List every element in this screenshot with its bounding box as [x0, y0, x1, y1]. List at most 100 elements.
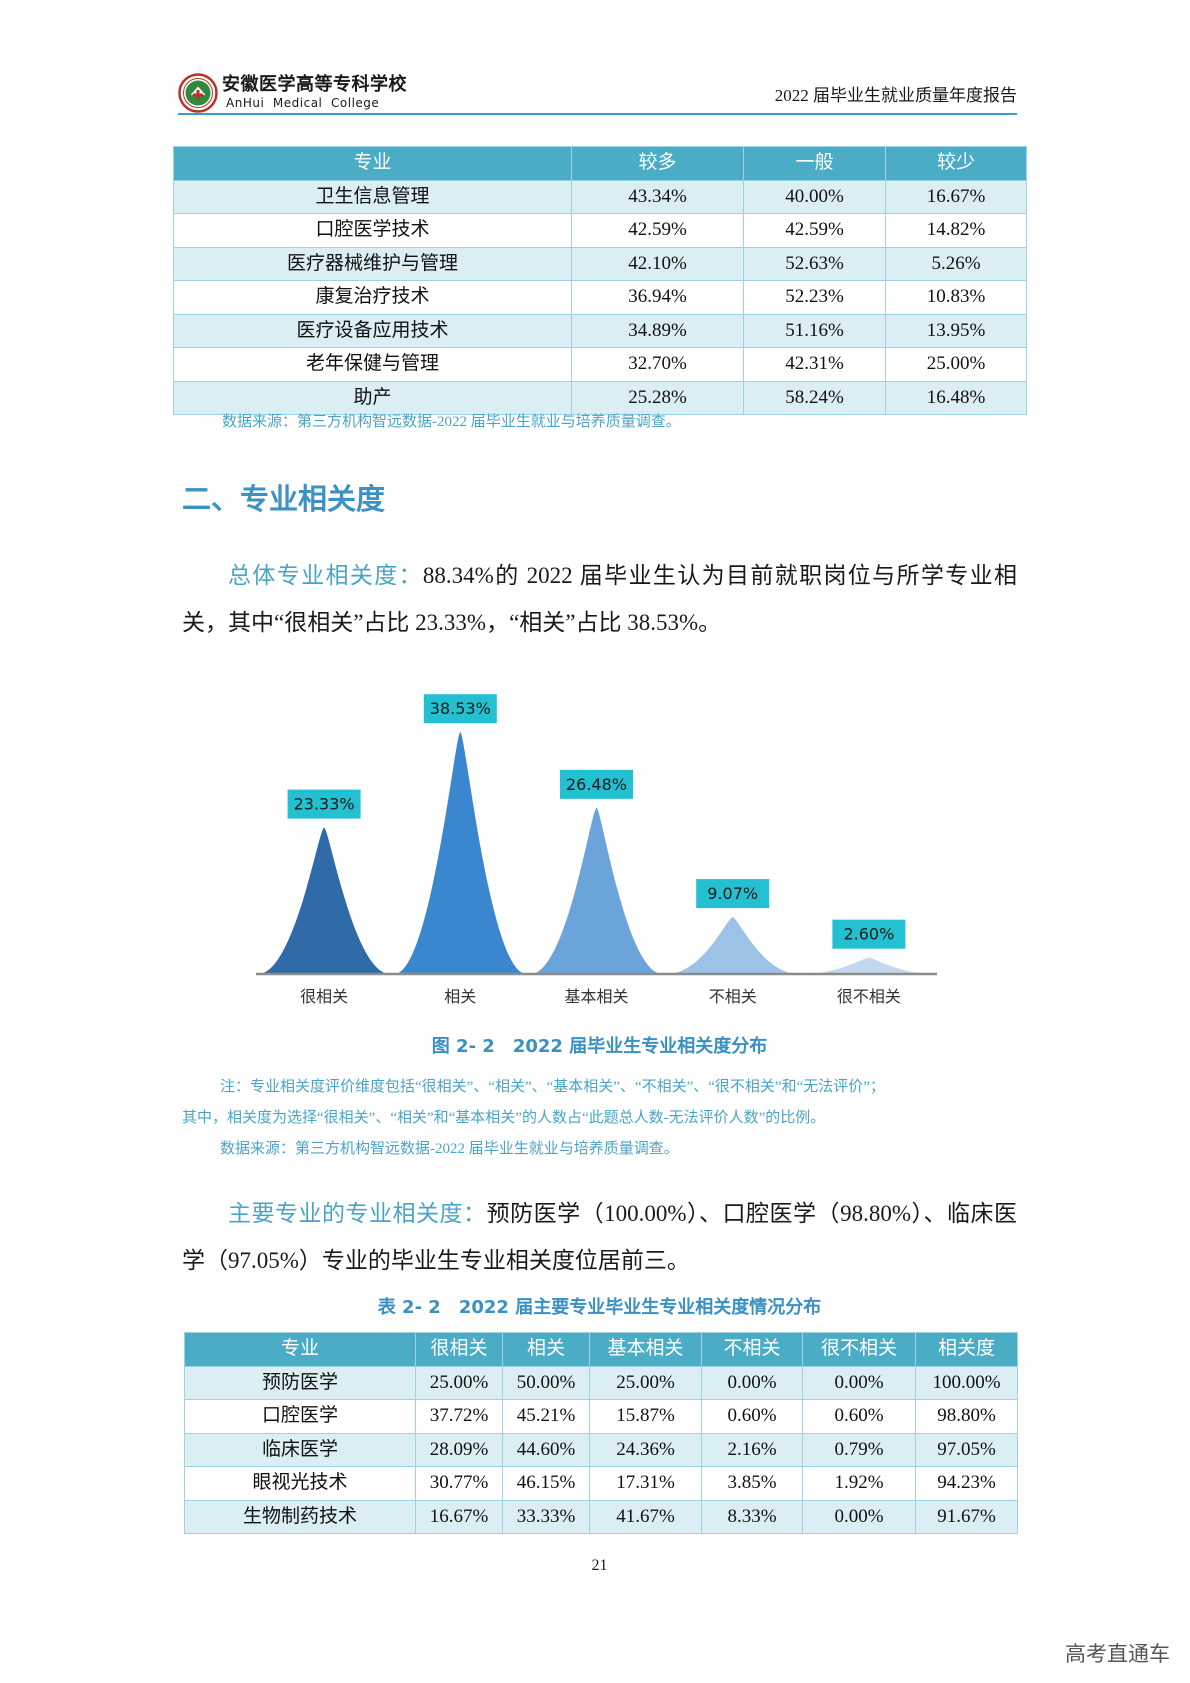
column-header: 一般: [743, 146, 886, 181]
table-caption: 表 2- 2 2022 届主要专业毕业生专业相关度情况分布: [182, 1296, 1017, 1320]
percentage-cell: 1.92%: [802, 1466, 916, 1501]
data-label: 23.33%: [294, 795, 355, 814]
percentage-cell: 91.67%: [915, 1499, 1018, 1534]
major-name-cell: 预防医学: [184, 1365, 416, 1400]
paragraph-text: 88.34%的 2022 届毕业生认为目前就职岗位与所学专业相关，其中“很相关”…: [182, 563, 1017, 635]
table-label: 表 2- 2: [377, 1297, 441, 1318]
percentage-cell: 42.10%: [571, 246, 744, 281]
percentage-cell: 5.26%: [885, 246, 1027, 281]
watermark: 高考直通车: [1065, 1642, 1170, 1666]
major-name-cell: 老年保健与管理: [173, 347, 572, 382]
paragraph-text: 预防医学（100.00%）、口腔医学（98.80%）、临床医学（97.05%）专…: [182, 1201, 1018, 1273]
percentage-cell: 37.72%: [415, 1399, 503, 1434]
major-name-cell: 卫生信息管理: [173, 179, 572, 214]
percentage-cell: 0.60%: [701, 1399, 803, 1434]
figure-note-line: 其中，相关度为选择“很相关”、“相关”和“基本相关”的人数占“此题总人数-无法评…: [182, 1110, 826, 1126]
percentage-cell: 16.48%: [885, 380, 1027, 415]
chart-peak-1: [258, 827, 391, 974]
chart-peak-2: [394, 732, 527, 974]
major-name-cell: 康复治疗技术: [173, 280, 572, 315]
data-label: 9.07%: [707, 884, 758, 903]
table-row: 卫生信息管理 43.34% 40.00% 16.67%: [173, 179, 1027, 214]
table-title: 2022 届主要专业毕业生专业相关度情况分布: [458, 1297, 822, 1318]
table-row: 老年保健与管理 32.70% 42.31% 25.00%: [173, 347, 1027, 382]
percentage-cell: 44.60%: [502, 1432, 590, 1467]
table-row: 临床医学 28.09% 44.60% 24.36% 2.16% 0.79% 97.05%: [184, 1432, 1018, 1467]
column-header: 较少: [885, 146, 1027, 181]
percentage-cell: 97.05%: [915, 1432, 1018, 1467]
percentage-cell: 24.36%: [589, 1432, 702, 1467]
figure-label: 图 2- 2: [431, 1036, 495, 1057]
percentage-cell: 15.87%: [589, 1399, 702, 1434]
percentage-cell: 42.59%: [743, 213, 886, 248]
percentage-cell: 42.31%: [743, 347, 886, 382]
percentage-cell: 25.00%: [885, 347, 1027, 382]
figure-caption: 图 2- 2 2022 届毕业生专业相关度分布: [182, 1035, 1017, 1059]
figure-title: 2022 届毕业生专业相关度分布: [512, 1036, 768, 1057]
report-title: 2022 届毕业生就业质量年度报告: [774, 86, 1017, 105]
percentage-cell: 98.80%: [915, 1399, 1018, 1434]
table-row: 口腔医学 37.72% 45.21% 15.87% 0.60% 0.60% 98.80%: [184, 1399, 1018, 1434]
school-name-english: AnHui Medical College: [226, 96, 380, 110]
data-label: 26.48%: [566, 775, 627, 794]
column-header: 专业: [184, 1332, 416, 1367]
data-label: 38.53%: [430, 699, 491, 718]
header-divider: [178, 113, 1017, 115]
school-logo: [178, 73, 218, 113]
section-heading: 二、专业相关度: [182, 482, 386, 516]
table-header-row: 专业 很相关 相关 基本相关 不相关 很不相关 相关度: [184, 1332, 1018, 1367]
major-evaluation-table: 专业 较多 一般 较少 卫生信息管理 43.34% 40.00% 16.67% 口腔医学技术 42…: [173, 146, 1027, 415]
page-number: 21: [591, 1557, 608, 1574]
data-label: 2.60%: [843, 925, 894, 944]
percentage-cell: 17.31%: [589, 1466, 702, 1501]
percentage-cell: 0.00%: [802, 1499, 916, 1534]
table-row: 医疗设备应用技术 34.89% 51.16% 13.95%: [173, 313, 1027, 348]
percentage-cell: 3.85%: [701, 1466, 803, 1501]
column-header: 较多: [571, 146, 744, 181]
percentage-cell: 28.09%: [415, 1432, 503, 1467]
percentage-cell: 14.82%: [885, 213, 1027, 248]
column-header: 专业: [173, 146, 572, 181]
major-name-cell: 口腔医学: [184, 1399, 416, 1434]
paragraph-lead: 主要专业的专业相关度：: [228, 1201, 487, 1226]
percentage-cell: 16.67%: [885, 179, 1027, 214]
percentage-cell: 32.70%: [571, 347, 744, 382]
data-label-box: [560, 769, 633, 799]
percentage-cell: 25.00%: [589, 1365, 702, 1400]
table-data-source: 数据来源：第三方机构智远数据-2022 届毕业生就业与培养质量调查。: [222, 414, 681, 430]
table-row: 口腔医学技术 42.59% 42.59% 14.82%: [173, 213, 1027, 248]
overall-relevance-paragraph: 总体专业相关度：88.34%的 2022 届毕业生认为目前就职岗位与所学专业相关…: [182, 552, 1017, 646]
paragraph-lead: 总体专业相关度：: [228, 563, 423, 588]
table-header-row: 专业 较多 一般 较少: [173, 146, 1027, 181]
category-label: 很不相关: [837, 988, 901, 1006]
percentage-cell: 94.23%: [915, 1466, 1018, 1501]
table-row: 助产 25.28% 58.24% 16.48%: [173, 380, 1027, 415]
column-header: 不相关: [701, 1332, 803, 1367]
table-row: 生物制药技术 16.67% 33.33% 41.67% 8.33% 0.00% 91.67%: [184, 1499, 1018, 1534]
column-header: 很相关: [415, 1332, 503, 1367]
major-name-cell: 临床医学: [184, 1432, 416, 1467]
chart-peak-4: [666, 917, 799, 974]
percentage-cell: 45.21%: [502, 1399, 590, 1434]
percentage-cell: 2.16%: [701, 1432, 803, 1467]
major-relevance-table: 专业 很相关 相关 基本相关 不相关 很不相关 相关度 预防医学 25.00% 50.00% 25.…: [184, 1332, 1018, 1534]
percentage-cell: 25.00%: [415, 1365, 503, 1400]
percentage-cell: 46.15%: [502, 1466, 590, 1501]
table-row: 眼视光技术 30.77% 46.15% 17.31% 3.85% 1.92% 94.23%: [184, 1466, 1018, 1501]
chart-peak-5: [802, 957, 935, 974]
percentage-cell: 50.00%: [502, 1365, 590, 1400]
major-name-cell: 医疗器械维护与管理: [173, 246, 572, 281]
figure-data-source: 数据来源：第三方机构智远数据-2022 届毕业生就业与培养质量调查。: [220, 1141, 679, 1157]
major-name-cell: 口腔医学技术: [173, 213, 572, 248]
percentage-cell: 8.33%: [701, 1499, 803, 1534]
percentage-cell: 40.00%: [743, 179, 886, 214]
percentage-cell: 41.67%: [589, 1499, 702, 1534]
chart-peak-3: [530, 807, 663, 974]
percentage-cell: 58.24%: [743, 380, 886, 415]
data-label-box: [832, 919, 906, 949]
table-row: 医疗器械维护与管理 42.10% 52.63% 5.26%: [173, 246, 1027, 281]
table-row: 康复治疗技术 36.94% 52.23% 10.83%: [173, 280, 1027, 315]
category-label: 基本相关: [564, 988, 628, 1006]
major-name-cell: 医疗设备应用技术: [173, 313, 572, 348]
relevance-distribution-chart: 23.33% 很相关 38.53% 相关 26.48% 基本相关 9.07% 不相关 2.60%…: [256, 694, 937, 1006]
